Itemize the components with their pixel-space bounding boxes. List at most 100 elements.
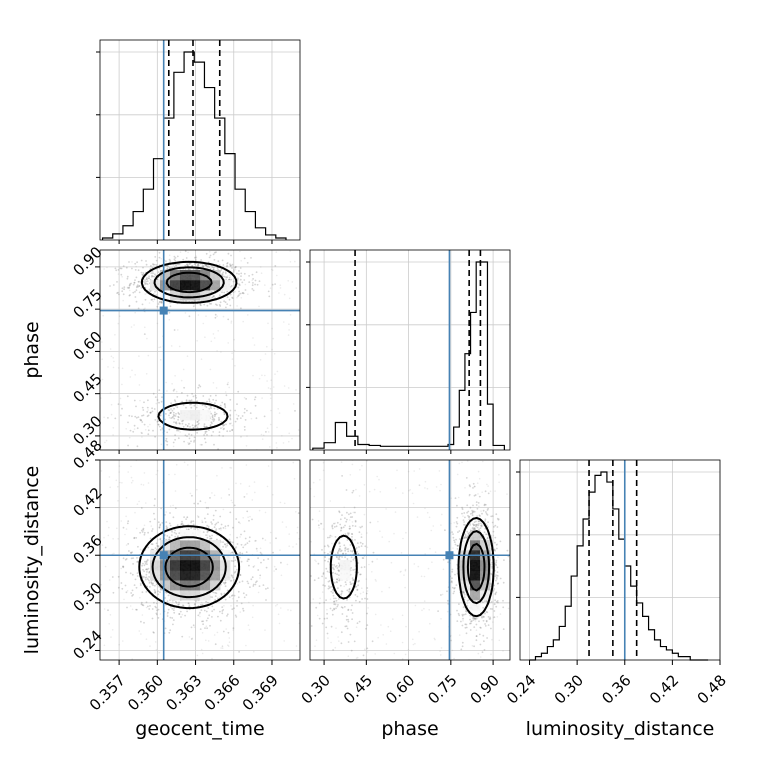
sample-point: [224, 598, 227, 601]
sample-point: [453, 590, 456, 593]
sample-point: [169, 505, 172, 507]
sample-point: [495, 591, 498, 594]
sample-point: [228, 538, 231, 541]
sample-point: [137, 280, 140, 283]
sample-point: [140, 529, 143, 532]
sample-point: [338, 510, 340, 513]
sample-point: [338, 541, 341, 544]
sample-point: [497, 556, 499, 559]
sample-point: [176, 524, 179, 526]
sample-point: [195, 259, 197, 261]
sample-point: [240, 602, 243, 605]
sample-point: [213, 407, 216, 410]
sample-point: [440, 647, 443, 649]
sample-point: [150, 275, 153, 278]
sample-point: [481, 491, 484, 494]
sample-point: [374, 653, 377, 655]
sample-point: [334, 565, 337, 568]
sample-point: [217, 615, 219, 618]
sample-point: [233, 504, 236, 507]
sample-point: [117, 291, 119, 294]
sample-point: [126, 275, 129, 278]
sample-point: [344, 547, 346, 550]
sample-point: [200, 648, 203, 651]
sample-point: [499, 577, 502, 580]
sample-point: [212, 514, 215, 517]
sample-point: [157, 545, 160, 547]
sample-point: [172, 445, 175, 448]
sample-point: [177, 418, 180, 421]
sample-point: [181, 522, 184, 525]
sample-point: [152, 300, 154, 303]
sample-point: [214, 411, 216, 414]
sample-point: [270, 268, 273, 271]
sample-point: [482, 619, 485, 622]
sample-point: [236, 543, 239, 545]
sample-point: [269, 542, 272, 544]
sample-point: [396, 469, 398, 472]
sample-point: [320, 522, 322, 525]
sample-point: [202, 531, 205, 533]
sample-point: [478, 495, 481, 498]
sample-point: [360, 536, 363, 538]
sample-point: [146, 571, 148, 573]
sample-point: [221, 291, 223, 294]
sample-point: [211, 523, 213, 525]
sample-point: [257, 591, 260, 594]
sample-point: [145, 576, 148, 579]
sample-point: [315, 560, 317, 563]
sample-point: [171, 416, 174, 419]
sample-point: [128, 305, 131, 308]
sample-point: [135, 405, 137, 408]
sample-point: [126, 590, 129, 592]
sample-point: [346, 599, 348, 601]
sample-point: [468, 518, 471, 521]
sample-point: [453, 587, 456, 590]
sample-point: [101, 358, 103, 361]
sample-point: [339, 530, 342, 532]
sample-point: [322, 528, 325, 530]
sample-point: [208, 256, 211, 259]
sample-point: [323, 545, 326, 548]
sample-point: [182, 604, 184, 607]
sample-point: [222, 609, 225, 611]
sample-point: [401, 614, 404, 617]
sample-point: [165, 591, 167, 594]
sample-point: [322, 573, 325, 575]
sample-point: [176, 429, 178, 432]
sample-point: [330, 625, 333, 628]
sample-point: [310, 540, 312, 543]
sample-point: [165, 439, 167, 442]
sample-point: [222, 315, 225, 318]
sample-point: [244, 419, 247, 421]
sample-point: [318, 510, 321, 512]
sample-point: [232, 560, 235, 562]
sample-point: [478, 505, 480, 508]
sample-point: [138, 500, 140, 503]
sample-point: [347, 608, 350, 611]
sample-point: [371, 571, 373, 573]
sample-point: [242, 517, 244, 519]
sample-point: [472, 616, 475, 619]
sample-point: [349, 583, 352, 585]
sample-point: [206, 400, 208, 403]
sample-point: [328, 536, 331, 539]
sample-point: [485, 511, 487, 513]
sample-point: [348, 525, 351, 528]
sample-point: [112, 357, 114, 359]
sample-point: [185, 518, 188, 520]
sample-point: [271, 269, 274, 272]
sample-point: [221, 645, 224, 647]
sample-point: [177, 437, 180, 440]
sample-point: [330, 590, 333, 593]
sample-point: [171, 617, 174, 619]
sample-point: [326, 544, 329, 547]
sample-point: [210, 521, 213, 523]
sample-point: [220, 497, 223, 499]
sample-point: [338, 549, 340, 551]
sample-point: [190, 521, 193, 524]
sample-point: [187, 528, 190, 531]
sample-point: [213, 337, 216, 339]
sample-point: [200, 609, 203, 611]
sample-point: [325, 567, 328, 570]
